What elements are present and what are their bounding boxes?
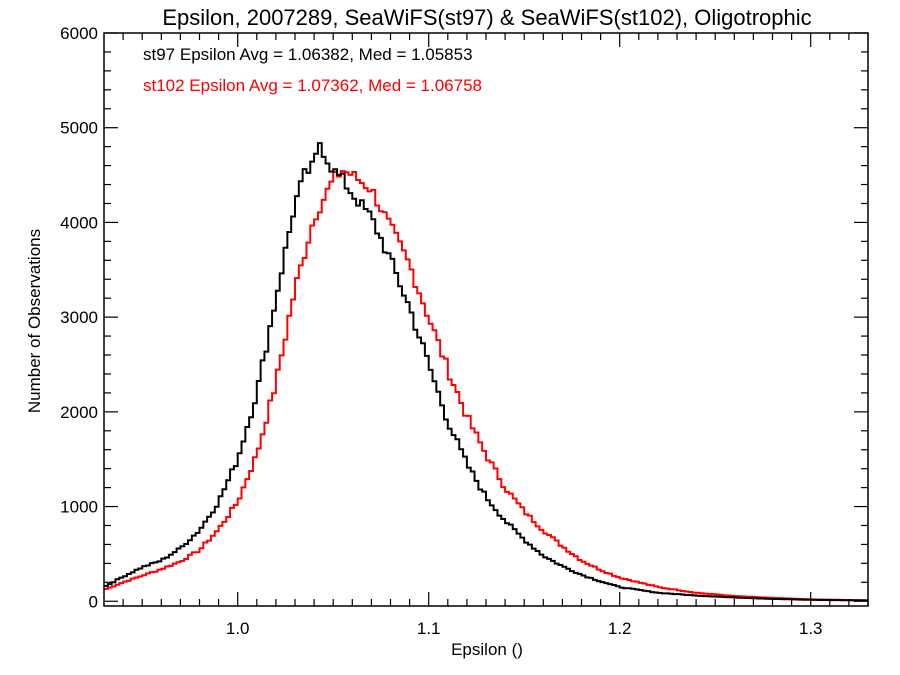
x-axis-label: Epsilon () [451,640,523,659]
plot-layer [104,142,868,602]
x-tick-label: 1.2 [608,619,632,638]
st97-histogram-line [104,142,868,602]
chart-title: Epsilon, 2007289, SeaWiFS(st97) & SeaWiF… [162,5,811,30]
axes-layer: 1.0 1.1 1.2 1.3 0 1000 2000 3000 4000 5000 6000 [60,24,869,638]
y-tick-label: 0 [89,592,98,611]
y-tick-label: 1000 [60,498,98,517]
x-tick-label: 1.0 [226,619,250,638]
x-tick-label: 1.1 [417,619,441,638]
st102-stats-annotation: st102 Epsilon Avg = 1.07362, Med = 1.067… [143,76,482,95]
x-tick-label: 1.3 [799,619,823,638]
y-axis-label: Number of Observations [25,229,44,413]
y-tick-label: 3000 [60,308,98,327]
y-tick-label: 2000 [60,403,98,422]
st97-stats-annotation: st97 Epsilon Avg = 1.06382, Med = 1.0585… [143,45,473,64]
y-tick-label: 6000 [60,24,98,43]
y-tick-label: 4000 [60,213,98,232]
y-tick-label: 5000 [60,119,98,138]
st102-histogram-line [104,170,868,602]
